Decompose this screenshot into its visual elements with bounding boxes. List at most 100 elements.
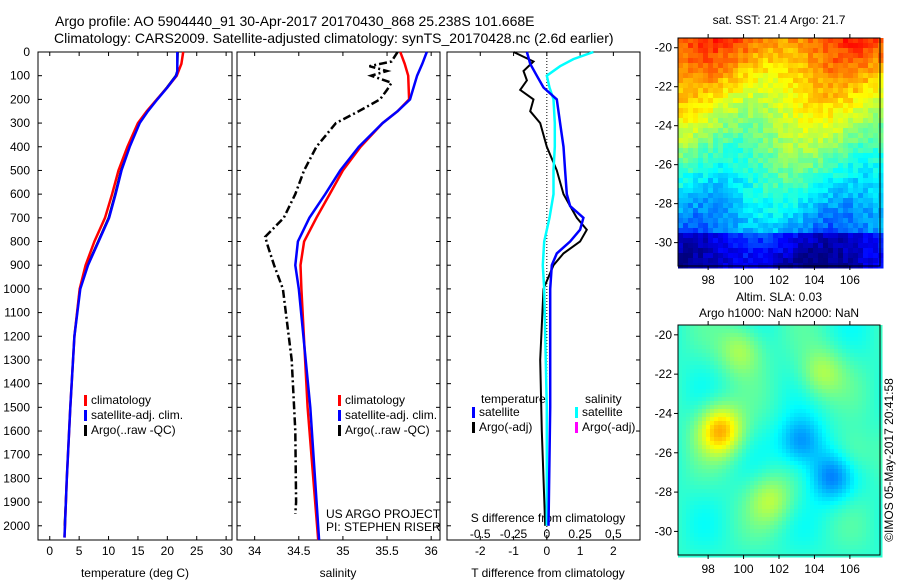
map-cell xyxy=(766,401,771,406)
map-cell xyxy=(843,178,849,184)
map-cell xyxy=(698,93,704,99)
map-cell xyxy=(853,173,859,179)
map-cell xyxy=(722,349,727,354)
map-cell xyxy=(702,369,707,374)
map-cell xyxy=(782,357,787,362)
map-cell xyxy=(710,537,715,542)
map-cell xyxy=(822,357,827,362)
map-cell xyxy=(734,493,739,498)
map-cell xyxy=(794,497,799,502)
map-cell xyxy=(734,485,739,490)
map-cell xyxy=(794,413,799,418)
map-cell xyxy=(723,63,729,69)
map-cell xyxy=(678,103,684,109)
map-cell xyxy=(843,213,849,219)
map-cell xyxy=(728,128,734,134)
map-cell xyxy=(693,223,699,229)
map-cell xyxy=(858,473,863,478)
map-cell xyxy=(774,501,779,506)
map-cell xyxy=(802,433,807,438)
map-cell xyxy=(698,98,704,104)
map-cell xyxy=(734,421,739,426)
map-cell xyxy=(798,497,803,502)
map-cell xyxy=(678,345,683,350)
map-cell xyxy=(682,457,687,462)
map-cell xyxy=(714,425,719,430)
map-cell xyxy=(773,88,779,94)
map-cell xyxy=(726,537,731,542)
map-cell xyxy=(722,441,727,446)
map-cell xyxy=(828,183,834,189)
map-cell xyxy=(693,68,699,74)
map-cell xyxy=(688,43,694,49)
map-cell xyxy=(742,405,747,410)
map-cell xyxy=(842,441,847,446)
map-cell xyxy=(870,441,875,446)
map-cell xyxy=(762,377,767,382)
map-cell xyxy=(742,513,747,518)
map-cell xyxy=(754,373,759,378)
map-cell xyxy=(758,133,764,139)
map-cell xyxy=(814,533,819,538)
map-cell xyxy=(810,393,815,398)
map-cell xyxy=(842,337,847,342)
map-cell xyxy=(838,353,843,358)
map-cell xyxy=(710,445,715,450)
map-cell xyxy=(830,441,835,446)
map-cell xyxy=(758,153,764,159)
map-cell xyxy=(743,178,749,184)
map-cell xyxy=(690,537,695,542)
map-cell xyxy=(794,397,799,402)
map-cell xyxy=(858,437,863,442)
map-cell xyxy=(734,501,739,506)
map-cell xyxy=(710,497,715,502)
map-cell xyxy=(798,113,804,119)
map-cell xyxy=(810,333,815,338)
map-cell xyxy=(738,213,744,219)
map-cell xyxy=(718,228,724,234)
map-cell xyxy=(773,78,779,84)
map-cell xyxy=(854,341,859,346)
map-cell xyxy=(878,108,884,114)
map-cell xyxy=(778,208,784,214)
map-cell xyxy=(763,228,769,234)
map-cell xyxy=(698,153,704,159)
map-cell xyxy=(830,417,835,422)
map-cell xyxy=(718,48,724,54)
t-difference-x-tick-label: 2 xyxy=(610,544,617,558)
salinity-legend-swatch xyxy=(338,410,341,421)
map-cell xyxy=(838,163,844,169)
map-cell xyxy=(743,158,749,164)
map-cell xyxy=(874,461,879,466)
map-cell xyxy=(808,218,814,224)
map-cell xyxy=(874,453,879,458)
map-cell xyxy=(766,501,771,506)
map-cell xyxy=(738,377,743,382)
map-cell xyxy=(814,413,819,418)
map-cell xyxy=(850,497,855,502)
map-cell xyxy=(802,417,807,422)
map-cell xyxy=(710,457,715,462)
map-cell xyxy=(768,143,774,149)
map-cell xyxy=(770,361,775,366)
map-cell xyxy=(678,73,684,79)
map-cell xyxy=(730,477,735,482)
map-cell xyxy=(682,481,687,486)
map-cell xyxy=(858,183,864,189)
map-cell xyxy=(814,329,819,334)
map-cell xyxy=(718,449,723,454)
map-cell xyxy=(810,469,815,474)
map-cell xyxy=(750,529,755,534)
map-cell xyxy=(746,525,751,530)
map-cell xyxy=(802,465,807,470)
map-cell xyxy=(714,501,719,506)
map-cell xyxy=(733,43,739,49)
map-cell xyxy=(754,537,759,542)
map-cell xyxy=(842,401,847,406)
map-cell xyxy=(853,83,859,89)
map-cell xyxy=(710,409,715,414)
map-cell xyxy=(808,68,814,74)
map-cell xyxy=(778,78,784,84)
map-cell xyxy=(690,401,695,406)
map-cell xyxy=(858,397,863,402)
